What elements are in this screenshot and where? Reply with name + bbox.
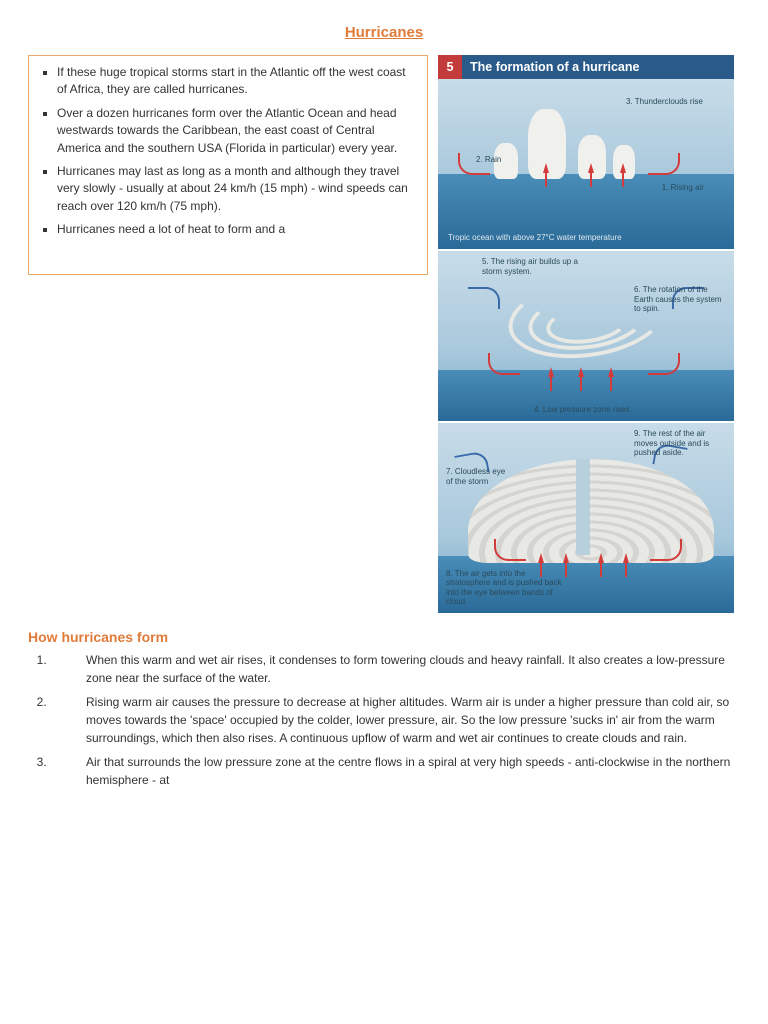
diagram-number: 5 bbox=[438, 55, 462, 79]
diagram-label: 8. The air gets into the stratosphere an… bbox=[446, 569, 566, 607]
document-page: Hurricanes If these huge tropical storms… bbox=[0, 0, 768, 819]
diagram-label: 6. The rotation of the Earth causes the … bbox=[634, 285, 726, 314]
step-item: When this warm and wet air rises, it con… bbox=[50, 651, 740, 687]
step-item: Rising warm air causes the pressure to d… bbox=[50, 693, 740, 747]
diagram-label: Tropic ocean with above 27°C water tempe… bbox=[448, 233, 622, 243]
diagram-label: 5. The rising air builds up a storm syst… bbox=[482, 257, 582, 276]
diagram-column: 5 The formation of a hurricane 3. Thunde… bbox=[438, 55, 734, 615]
diagram-label: 4. Low pressure zone rises. bbox=[534, 405, 632, 415]
steps-list: When this warm and wet air rises, it con… bbox=[28, 651, 740, 789]
diagram-label: 1. Rising air bbox=[662, 183, 704, 193]
subheading: How hurricanes form bbox=[28, 629, 740, 645]
bullet-item: Hurricanes need a lot of heat to form an… bbox=[57, 221, 417, 238]
top-row: If these huge tropical storms start in t… bbox=[28, 55, 740, 615]
diagram-label: 2. Rain bbox=[476, 155, 501, 165]
step-item: Air that surrounds the low pressure zone… bbox=[50, 753, 740, 789]
diagram-panel-3: 7. Cloudless eye of the storm 9. The res… bbox=[438, 423, 734, 615]
page-title: Hurricanes bbox=[28, 24, 740, 41]
diagram-header: 5 The formation of a hurricane bbox=[438, 55, 734, 79]
bullet-item: Hurricanes may last as long as a month a… bbox=[57, 163, 417, 215]
bullet-list: If these huge tropical storms start in t… bbox=[35, 64, 417, 239]
diagram-panel-2: 5. The rising air builds up a storm syst… bbox=[438, 251, 734, 423]
diagram-panel-1: 3. Thunderclouds rise 2. Rain 1. Rising … bbox=[438, 79, 734, 251]
diagram-label: 7. Cloudless eye of the storm bbox=[446, 467, 508, 486]
diagram-title: The formation of a hurricane bbox=[470, 60, 639, 74]
bullet-item: If these huge tropical storms start in t… bbox=[57, 64, 417, 99]
bullet-item: Over a dozen hurricanes form over the At… bbox=[57, 105, 417, 157]
diagram-label: 3. Thunderclouds rise bbox=[626, 97, 716, 107]
diagram-label: 9. The rest of the air moves outside and… bbox=[634, 429, 726, 458]
info-box: If these huge tropical storms start in t… bbox=[28, 55, 428, 275]
